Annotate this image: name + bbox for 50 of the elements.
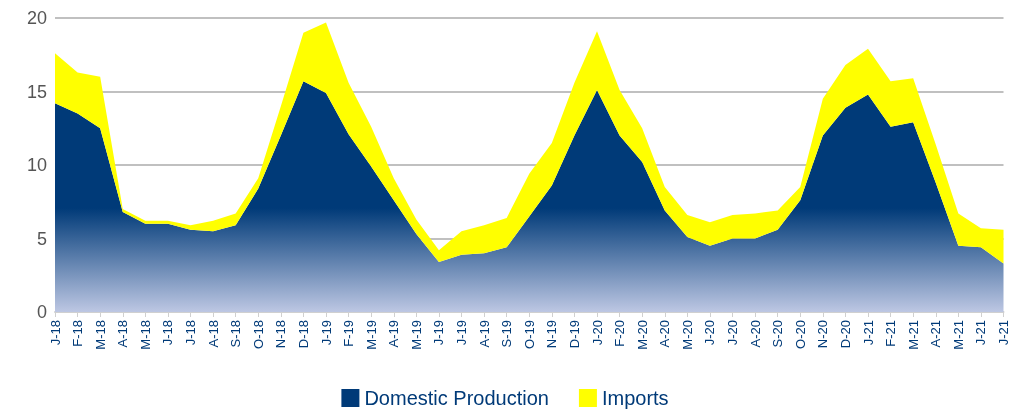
x-tick-label: A-20 xyxy=(747,320,763,348)
y-tick-label: 10 xyxy=(26,155,47,175)
x-tick-label: M-19 xyxy=(408,320,424,350)
x-tick-label: A-20 xyxy=(657,320,673,348)
x-tick-label: S-18 xyxy=(228,320,244,348)
x-tick-label: F-19 xyxy=(341,320,357,347)
x-tick-label: J-20 xyxy=(589,320,605,346)
x-tick-label: S-20 xyxy=(770,320,786,348)
x-tick-label: J-19 xyxy=(454,320,469,346)
x-tick-label: A-21 xyxy=(928,320,944,348)
x-tick-label: J-19 xyxy=(431,320,447,346)
x-tick-label: N-20 xyxy=(815,320,831,349)
x-tick-label: J-21 xyxy=(996,320,1010,346)
x-tick-label: J-19 xyxy=(318,320,334,346)
x-tick-label: J-18 xyxy=(47,320,63,346)
x-tick-label: F-20 xyxy=(612,320,628,347)
x-tick-label: N-18 xyxy=(273,320,289,349)
x-tick-label: M-20 xyxy=(679,320,695,350)
x-tick-label: O-19 xyxy=(521,320,537,349)
y-tick-label: 20 xyxy=(26,8,47,28)
x-tick-label: D-20 xyxy=(837,320,853,349)
x-tick-label: M-21 xyxy=(905,320,921,350)
x-tick-label: D-19 xyxy=(566,320,582,349)
x-tick-label: J-21 xyxy=(860,320,876,346)
x-tick-label: J-20 xyxy=(702,320,718,346)
x-tick-label: M-18 xyxy=(92,320,108,350)
x-tick-label: A-18 xyxy=(115,320,131,348)
x-tick-label: M-21 xyxy=(950,320,966,350)
x-tick-label: J-21 xyxy=(973,320,989,346)
x-tick-label: M-20 xyxy=(634,320,650,350)
x-tick-label: A-19 xyxy=(476,320,492,348)
x-tick-label: J-18 xyxy=(183,320,198,346)
x-tick-label: N-19 xyxy=(544,320,560,349)
y-tick-label: 15 xyxy=(26,81,47,102)
legend-label: Domestic Production xyxy=(364,387,549,409)
x-tick-label: S-19 xyxy=(499,320,515,348)
x-tick-label: M-19 xyxy=(363,320,379,350)
x-tick-label: F-21 xyxy=(883,320,899,347)
x-tick-label: J-18 xyxy=(160,320,176,346)
legend-label: Imports xyxy=(601,387,669,409)
x-tick-label: F-18 xyxy=(70,320,86,347)
x-tick-label: J-20 xyxy=(725,320,740,346)
x-tick-label: M-18 xyxy=(137,320,153,350)
x-tick-label: A-19 xyxy=(386,320,402,348)
x-tick-label: D-18 xyxy=(295,320,311,349)
x-tick-label: O-18 xyxy=(250,320,266,349)
x-tick-label: O-20 xyxy=(792,320,808,349)
y-tick-label: 5 xyxy=(36,228,47,249)
x-tick-label: A-18 xyxy=(205,320,221,348)
y-tick-label: 0 xyxy=(36,302,47,322)
